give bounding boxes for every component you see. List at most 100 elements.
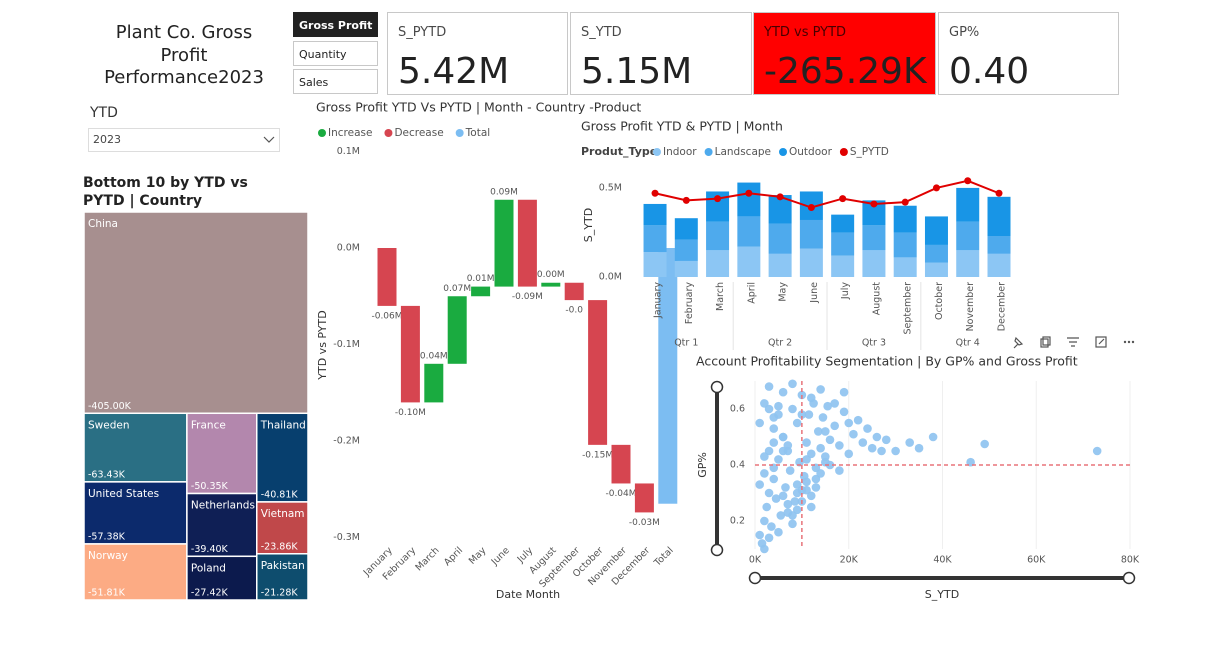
bar-segment — [831, 214, 855, 233]
dashboard-title: Plant Co. Gross Profit Performance2023 — [104, 22, 264, 88]
scatter-point — [755, 480, 764, 489]
scatter-point — [760, 544, 769, 554]
scatter-point — [813, 427, 823, 436]
waterfall-title: Gross Profit YTD Vs PYTD | Month - Count… — [316, 100, 641, 115]
kpi-value: 5.42M — [398, 51, 510, 92]
legend-label: Indoor — [663, 146, 697, 158]
waterfall-bar — [424, 363, 444, 403]
tile-label: United States — [88, 488, 159, 500]
treemap-tile — [83, 481, 188, 545]
line-marker — [964, 177, 972, 185]
y-range-slider[interactable] — [710, 380, 724, 557]
scatter-point — [797, 410, 807, 419]
scatter-point — [783, 508, 793, 517]
scatter-point — [778, 387, 788, 397]
scatter-point — [802, 477, 811, 487]
data-label: 0.04M — [420, 351, 448, 361]
scatter-point — [764, 533, 774, 543]
nav-button[interactable]: Gross Profit — [293, 12, 378, 37]
y-tick-label: 0.5M — [599, 182, 622, 193]
tile-label: Sweden — [88, 419, 130, 431]
nav-button[interactable]: Sales — [293, 69, 378, 94]
scatter-point — [844, 449, 854, 459]
copy-icon[interactable] — [1040, 336, 1051, 348]
data-label: -0.06M — [371, 311, 402, 321]
data-label: -0.03M — [629, 518, 660, 528]
y-tick-label: 0.0M — [337, 243, 360, 254]
pin-icon[interactable] — [1013, 336, 1024, 349]
kpi-card: YTD vs PYTD -265.29K — [753, 12, 936, 95]
bar-segment — [737, 182, 761, 217]
data-label: -0.04M — [605, 489, 636, 499]
group-label: Qtr 2 — [768, 338, 792, 349]
y-tick-label: 0.4 — [730, 460, 745, 471]
tile-value: -51.81K — [88, 588, 126, 599]
bar-segment — [737, 216, 761, 247]
waterfall-bar — [517, 199, 537, 287]
line-marker — [651, 189, 659, 197]
x-tick-label: October — [934, 282, 945, 320]
tile-label: Norway — [88, 550, 128, 562]
bar-segment — [831, 255, 855, 277]
x-tick-label: April — [746, 282, 757, 304]
scatter-point — [767, 522, 776, 531]
more-icon[interactable] — [1123, 340, 1135, 344]
waterfall-bar — [564, 282, 584, 301]
bar-segment — [643, 225, 667, 253]
tile-value: -63.43K — [88, 469, 126, 480]
treemap-tile — [256, 412, 309, 503]
bar-segment — [799, 248, 823, 277]
kpi-label: S_PYTD — [398, 25, 447, 40]
bar-segment — [893, 205, 917, 233]
scatter-point — [806, 393, 816, 403]
y-axis-label: GP% — [696, 452, 709, 478]
scatter-point — [872, 432, 882, 442]
scatter-point — [792, 488, 802, 498]
dropdown-chevron[interactable] — [263, 136, 275, 143]
scatter-point — [760, 469, 769, 478]
kpi-label: S_YTD — [581, 25, 622, 40]
scatter-point — [839, 387, 849, 397]
x-tick-label: March — [715, 282, 726, 311]
bar-segment — [706, 221, 730, 251]
scatter-point — [774, 527, 783, 537]
x-range-slider[interactable] — [748, 571, 1136, 585]
waterfall-bar — [588, 300, 608, 445]
y-axis-label: YTD vs PYTD — [316, 310, 329, 380]
bar-segment — [643, 252, 667, 277]
scatter-point — [764, 404, 774, 414]
scatter-point — [783, 499, 793, 509]
nav-button[interactable]: Quantity — [293, 41, 378, 66]
scatter-point — [858, 438, 868, 447]
scatter-point — [788, 519, 797, 529]
y-tick-label: -0.3M — [333, 532, 360, 543]
scatter-point — [816, 385, 825, 394]
filter-icon[interactable] — [1067, 337, 1079, 347]
scatter-point — [863, 424, 872, 433]
waterfall-bar — [541, 282, 561, 287]
scatter-point — [804, 410, 814, 419]
tile-label: Poland — [191, 562, 226, 574]
kpi-value: 0.40 — [949, 51, 1030, 92]
scatter-point — [778, 446, 788, 456]
scatter-point — [811, 483, 821, 492]
treemap-tile — [83, 211, 309, 415]
line-marker — [995, 189, 1003, 197]
tile-value: -39.40K — [191, 544, 229, 555]
kpi-value: 5.15M — [581, 51, 693, 92]
kpi-label: YTD vs PYTD — [764, 25, 847, 40]
kpi-card: S_YTD 5.15M — [570, 12, 752, 95]
scatter-point — [844, 418, 854, 428]
x-tick-label: April — [442, 545, 465, 568]
tile-value: -40.81K — [261, 489, 299, 500]
scatter-point — [853, 415, 863, 425]
scatter-point — [802, 455, 811, 464]
legend-label: S_PYTD — [850, 146, 889, 158]
focus-icon[interactable] — [1095, 336, 1107, 348]
slicer-dropdown[interactable]: 2023 — [88, 128, 280, 152]
y-axis-label: S_YTD — [582, 208, 595, 242]
legend-label: Outdoor — [789, 146, 833, 158]
scatter-point — [830, 399, 839, 408]
x-tick-label: September — [903, 282, 914, 335]
scatter-point — [881, 435, 891, 445]
